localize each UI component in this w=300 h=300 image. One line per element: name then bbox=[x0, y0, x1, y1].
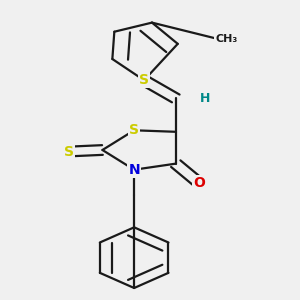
Text: O: O bbox=[194, 176, 206, 190]
Text: S: S bbox=[139, 73, 149, 87]
Text: S: S bbox=[64, 145, 74, 158]
Text: S: S bbox=[129, 123, 139, 137]
Text: H: H bbox=[200, 92, 211, 105]
Text: N: N bbox=[128, 163, 140, 177]
Text: CH₃: CH₃ bbox=[215, 34, 238, 44]
